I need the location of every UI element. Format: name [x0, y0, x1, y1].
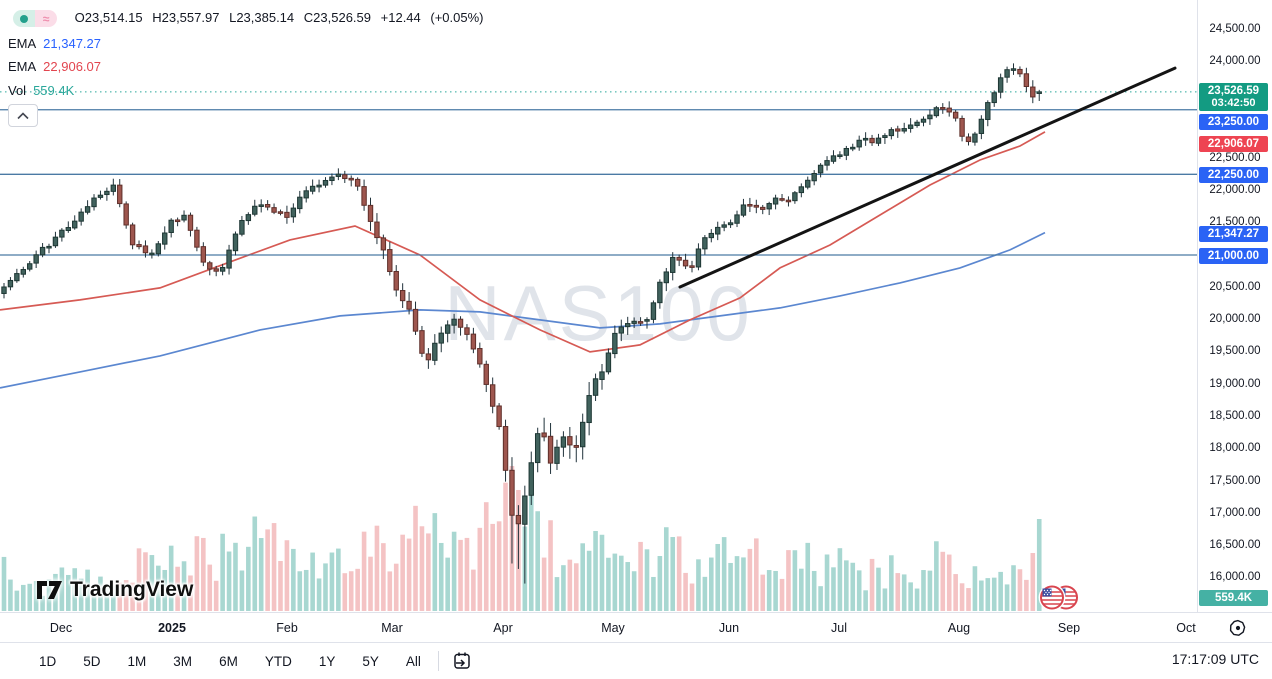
price-tick: 24,000.00 [1209, 54, 1261, 67]
volume-legend-row[interactable]: Vol 559.4K [8, 82, 74, 100]
low-value: L23,385.14 [229, 10, 295, 25]
change-percent-value: (+0.05%) [430, 10, 484, 25]
time-tick-oct: Oct [1176, 621, 1196, 635]
price-tick: 20,500.00 [1209, 280, 1261, 293]
time-tick-jul: Jul [831, 621, 847, 635]
range-button-all[interactable]: All [397, 650, 430, 673]
price-tick: 21,500.00 [1209, 216, 1261, 229]
tradingview-logo-text: TradingView [70, 578, 194, 601]
ohlc-row: ≈ O23,514.15 H23,557.97 L23,385.14 C23,5… [13, 9, 490, 28]
price-tick: 19,000.00 [1209, 377, 1261, 390]
ema-fast-label: EMA [8, 36, 37, 51]
us-flag-icon-front [1040, 585, 1064, 610]
symbol-status-badge[interactable]: ≈ [13, 10, 57, 28]
chart-canvas [0, 63, 1197, 611]
volume-layer [1, 464, 1042, 611]
price-tick: 18,500.00 [1209, 409, 1261, 422]
toolbar-divider [437, 651, 439, 671]
level-axis-badge: 22,250.00 [1199, 166, 1268, 183]
legend-collapse-button[interactable] [8, 104, 38, 127]
time-tick-aug: Aug [947, 621, 971, 635]
market-open-dot-icon [20, 14, 28, 23]
axis-settings-gear-icon[interactable] [1228, 618, 1248, 638]
range-button-3m[interactable]: 3M [164, 650, 201, 673]
ema-slow-label: EMA [8, 59, 37, 74]
time-tick-2025: 2025 [158, 621, 186, 635]
bottom-toolbar: 1D 5D 1M 3M 6M YTD 1Y 5Y All 17:17:09 UTC [0, 643, 1272, 679]
high-value: H23,557.97 [152, 10, 220, 25]
range-button-6m[interactable]: 6M [210, 650, 247, 673]
range-button-ytd[interactable]: YTD [256, 650, 301, 673]
range-buttons: 1D 5D 1M 3M 6M YTD 1Y 5Y All [30, 650, 430, 673]
range-button-1m[interactable]: 1M [119, 650, 156, 673]
chart-plot-area[interactable]: NAS100 ≈ O23,514.15 H23,557.97 L23,385.1… [0, 0, 1197, 612]
time-tick-jun: Jun [718, 621, 740, 635]
ema-layer [0, 131, 1046, 389]
price-tick: 16,000.00 [1209, 571, 1261, 584]
time-axis[interactable]: Dec 2025 Feb Mar Apr May Jun Jul Aug Sep Oct [0, 612, 1272, 643]
current-price-axis-badge: 23,526.59 03:42:50 [1199, 82, 1268, 111]
chevron-up-icon [17, 111, 29, 119]
lines-layer [0, 91, 1197, 256]
delayed-data-icon: ≈ [35, 10, 57, 28]
ema-fast-legend-row[interactable]: EMA 21,347.27 [8, 35, 101, 53]
go-to-date-button[interactable] [451, 650, 473, 672]
change-value: +12.44 [380, 10, 421, 25]
ema-slow-value: 22,906.07 [43, 59, 102, 74]
time-tick-mar: Mar [381, 621, 403, 635]
price-tick: 16,500.00 [1209, 539, 1261, 552]
volume-label: Vol [8, 83, 27, 98]
price-tick: 18,000.00 [1209, 442, 1261, 455]
ema-fast-axis-badge: 21,347.27 [1199, 225, 1268, 242]
time-tick-dec: Dec [49, 621, 73, 635]
range-button-1d[interactable]: 1D [30, 650, 65, 673]
price-tick: 22,500.00 [1209, 151, 1261, 164]
time-tick-feb: Feb [276, 621, 298, 635]
range-button-1y[interactable]: 1Y [310, 650, 345, 673]
close-value: C23,526.59 [303, 10, 372, 25]
trendline-drawing [678, 66, 1177, 289]
open-value: O23,514.15 [74, 10, 143, 25]
volume-value: 559.4K [33, 83, 75, 98]
ema-fast-value: 21,347.27 [43, 36, 102, 51]
price-axis[interactable]: 24,500.00 24,000.00 22,500.00 22,000.00 21,5… [1197, 0, 1272, 612]
level-axis-badge: 23,250.00 [1199, 113, 1268, 130]
us-economic-event-flag-icons[interactable] [1038, 583, 1084, 612]
price-tick: 17,000.00 [1209, 506, 1261, 519]
volume-axis-badge: 559.4K [1199, 589, 1268, 606]
ema-slow-axis-badge: 22,906.07 [1199, 135, 1268, 152]
time-tick-sep: Sep [1057, 621, 1081, 635]
range-button-5d[interactable]: 5D [74, 650, 109, 673]
price-tick: 19,500.00 [1209, 345, 1261, 358]
utc-clock: 17:17:09 UTC [1171, 651, 1259, 667]
tradingview-logo[interactable]: TradingView [36, 578, 193, 602]
price-tick: 20,000.00 [1209, 313, 1261, 326]
time-tick-apr: Apr [493, 621, 513, 635]
ema-slow-legend-row[interactable]: EMA 22,906.07 [8, 58, 101, 76]
calendar-icon [454, 652, 470, 669]
range-button-5y[interactable]: 5Y [353, 650, 388, 673]
tradingview-logo-icon [37, 581, 62, 599]
price-tick: 17,500.00 [1209, 474, 1261, 487]
time-tick-may: May [601, 621, 625, 635]
price-tick: 24,500.00 [1209, 22, 1261, 35]
candles-layer [1, 63, 1042, 584]
price-tick: 22,000.00 [1209, 183, 1261, 196]
level-axis-badge: 21,000.00 [1199, 247, 1268, 264]
